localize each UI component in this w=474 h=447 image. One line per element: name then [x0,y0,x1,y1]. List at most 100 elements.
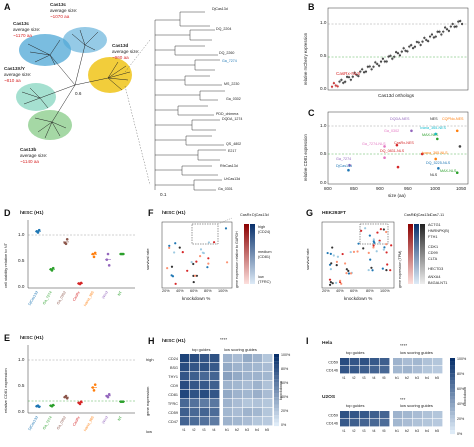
panel-d-chart: hESC (H1) DjCas13d Ga_7274 Ga_0302 CasRx Iva… [0,208,140,318]
c-data-point [348,163,351,167]
heatmap-cell [200,408,210,417]
colorbar-segment [450,396,455,400]
scatter-point [375,250,378,253]
heatmap-col-label: t1 [343,376,346,380]
e-title: hESC (H1) [20,336,44,341]
colorbar-segment [274,390,279,394]
h-low-axis: low [146,429,153,434]
c-xtick: 1000 [430,186,441,191]
strip-point [79,400,83,403]
scatter-point [192,274,195,278]
leaf-label: PDD_chimera [216,112,239,116]
scatter-point [195,260,198,263]
b-xlabel: Cas13d orthologs [378,93,415,98]
cluster-cas13b-blob [28,110,72,140]
scatter-point [329,281,332,284]
cluster-cas13c-a-blob [19,34,71,66]
heatmap-cell [370,419,380,427]
c-point-label: Ivana_365-NES [420,126,447,130]
cluster-cas13c-name: Cas13c [50,2,67,7]
heatmap-col-label: b5 [435,429,439,433]
c-data-point [383,156,386,160]
strip-category-label: Ivana_365 [83,416,95,433]
colorbar-segment [274,368,279,373]
heatmap-col-label: t3 [363,376,366,380]
strip-point [93,383,97,386]
c-ytick: 0.5 [320,151,327,156]
heatmap-cell [263,390,273,399]
scatter-point [349,272,353,275]
colorbar-segment [450,430,455,435]
heatmap-cell [253,363,263,372]
c-data-point [434,132,437,136]
scatter-point [207,257,210,260]
leaf-label: RfxCas13d [220,164,238,168]
heatmap-cell [380,411,390,419]
c-data-point [437,167,440,170]
heatmap-cell [210,372,220,381]
heatmap-cell [180,372,190,381]
scatter-point [195,274,199,277]
scatter-point [190,261,193,264]
g-ylabel: survival rate [305,248,310,270]
cluster-cas13c-b-blob [63,27,107,53]
colorbar-segment [274,415,279,419]
scatter-point [362,247,365,250]
i-hela-low: low scoring guides [400,350,433,355]
colorbar-segment [450,415,455,419]
cluster-cas13d-size: ~960 aa [112,55,129,60]
f-xlabel: knockdown % [182,296,211,301]
panel-e-chart: hESC (H1) DjCas13d Ga_7274 Ga_0302 CasRx Iva… [0,333,140,447]
scatter-point [347,272,351,275]
scatter-point [381,267,384,270]
colorbar-segment [450,361,455,366]
c-point-label: DQDA-NES [390,117,410,121]
g-gene: CDK1 [428,245,439,249]
scatter-point [178,246,181,249]
scatter-point [390,244,393,247]
heatmap-cell [370,366,380,374]
g-gene: CD99 [428,251,438,255]
heatmap-cell [380,366,390,374]
scatter-point [345,268,348,271]
scatter-point [367,251,370,254]
heatmap-col-label: b5 [435,376,439,380]
panel-label-d: D [4,208,11,218]
panel-label-h: H [148,336,155,346]
strip-point [79,281,83,285]
heatmap-col-label: b4 [255,428,259,432]
heatmap-cell [233,363,243,372]
scatter-point [171,275,175,278]
colorbar-segment [274,400,279,405]
colorbar-segment [450,403,455,408]
scatter-point [356,250,359,253]
tree-scale-large: 0.1 [160,192,167,197]
panel-b-svg [327,7,469,91]
colorbar-segment [450,369,455,374]
panel-label-g: G [306,208,314,218]
scatter-point [369,258,372,261]
cluster-cas13b-size-label: average size: [20,153,48,158]
colorbar-segment [274,404,279,409]
cluster-cas13xy-name: Cas13X/Y [4,66,25,71]
scatter-point [166,267,169,270]
c-data-point [458,145,462,148]
colorbar-segment [450,380,455,385]
heatmap-cell [370,411,380,419]
scatter-point [367,268,370,272]
c-point-label: Ivana_365-NLS [422,151,448,155]
heatmap-col-label: b2 [405,376,409,380]
strip-point [106,395,110,399]
heatmap-col-label: t4 [373,429,376,433]
heatmap-cell [340,411,350,419]
heatmap-cell [350,366,360,374]
heatmap-cell [223,363,233,372]
heatmap-cell [190,417,200,426]
f-medium: medium [258,250,272,254]
f-high-sub: (CD24) [258,230,271,234]
cluster-cas13xy-size: ~810 aa [4,78,21,83]
cluster-cas13d-name: Cas13d [112,43,129,48]
leaf-label: E217 [228,149,237,153]
scatter-point [193,274,197,277]
heatmap-cell [233,372,243,381]
